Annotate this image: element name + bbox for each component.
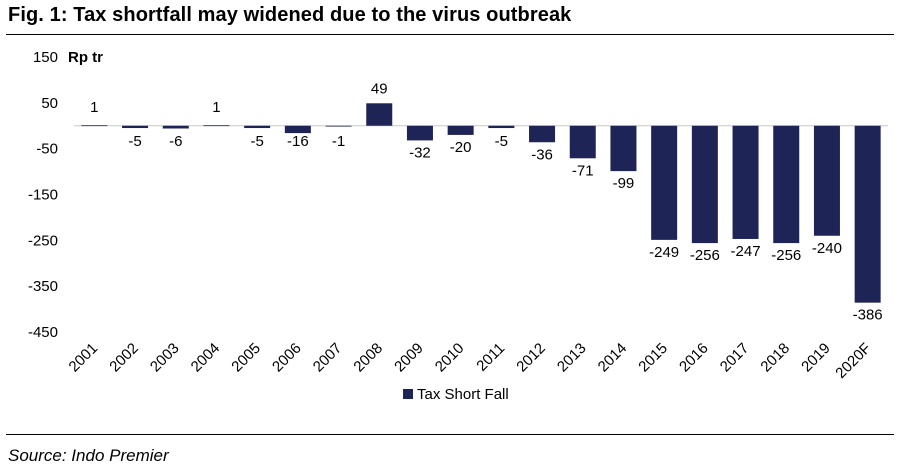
y-tick-label: -450 bbox=[28, 324, 58, 341]
data-label: -5 bbox=[128, 133, 141, 150]
bar bbox=[854, 125, 881, 303]
x-tick-label: 2019 bbox=[798, 340, 834, 376]
x-tick-label: 2014 bbox=[595, 340, 631, 376]
data-label: -71 bbox=[572, 162, 594, 179]
data-label: -5 bbox=[495, 133, 508, 150]
source-rule bbox=[6, 434, 894, 435]
bar bbox=[732, 125, 759, 239]
x-tick-label: 2006 bbox=[269, 340, 305, 376]
x-tick-label: 2017 bbox=[717, 340, 753, 376]
x-tick-label: 2013 bbox=[554, 340, 590, 376]
data-label: -240 bbox=[812, 240, 842, 257]
x-tick-label: 2015 bbox=[635, 340, 671, 376]
x-tick-label: 2020F bbox=[832, 340, 874, 382]
bar bbox=[773, 125, 800, 244]
data-label: -32 bbox=[409, 144, 431, 161]
x-tick-label: 2004 bbox=[188, 340, 224, 376]
x-tick-label: 2002 bbox=[106, 340, 142, 376]
bar bbox=[813, 125, 840, 236]
x-tick-label: 2007 bbox=[310, 340, 346, 376]
bar bbox=[651, 125, 678, 240]
bar bbox=[406, 125, 433, 141]
data-label: -256 bbox=[771, 247, 801, 264]
x-tick-label: 2010 bbox=[432, 340, 468, 376]
legend-label: Tax Short Fall bbox=[417, 386, 509, 403]
data-label: -6 bbox=[169, 133, 182, 150]
data-labels: 1 -5 -6 1 -5 -16 -1 49 -32 -20 -5 -36 -71 -99 -249 -256… bbox=[90, 80, 882, 323]
bar bbox=[162, 125, 189, 129]
bar bbox=[691, 125, 718, 244]
x-tick-label: 2005 bbox=[228, 340, 264, 376]
bar bbox=[203, 125, 230, 127]
unit-label: Rp tr bbox=[68, 49, 103, 66]
data-label: 49 bbox=[371, 80, 388, 97]
bar bbox=[244, 125, 271, 129]
x-tick-label: 2012 bbox=[513, 340, 549, 376]
bar bbox=[569, 125, 596, 159]
title-rule bbox=[6, 34, 894, 35]
legend-swatch bbox=[403, 389, 413, 399]
data-label: -1 bbox=[332, 133, 345, 150]
data-label: -5 bbox=[250, 133, 263, 150]
data-label: -256 bbox=[690, 247, 720, 264]
data-label: -16 bbox=[287, 133, 309, 150]
y-tick-label: -50 bbox=[36, 141, 58, 158]
x-tick-label: 2011 bbox=[473, 340, 508, 375]
y-tick-label: -250 bbox=[28, 232, 58, 249]
x-axis: 2001 2002 2003 2004 2005 2006 2007 2008 2009 2010… bbox=[66, 340, 875, 382]
x-tick-label: 2018 bbox=[757, 340, 793, 376]
data-label: -249 bbox=[649, 244, 679, 261]
source-note: Source: Indo Premier bbox=[8, 446, 169, 465]
bar bbox=[366, 103, 393, 126]
data-label: -20 bbox=[450, 139, 472, 156]
tax-shortfall-chart: Rp tr 150 50 -50 -150 -250 -350 -450 1 -5 -6 1 -5 -… bbox=[28, 49, 888, 403]
x-tick-label: 2009 bbox=[391, 340, 427, 376]
data-label: -247 bbox=[731, 243, 761, 260]
data-label: -99 bbox=[613, 175, 635, 192]
bar bbox=[122, 125, 149, 129]
bar bbox=[488, 125, 515, 129]
data-label: -36 bbox=[531, 146, 553, 163]
y-axis: 150 50 -50 -150 -250 -350 -450 bbox=[28, 49, 888, 341]
data-label: -386 bbox=[853, 307, 883, 324]
y-tick-label: 50 bbox=[41, 95, 58, 112]
legend: Tax Short Fall bbox=[403, 386, 509, 403]
data-label: 1 bbox=[212, 99, 220, 116]
data-label: 1 bbox=[90, 99, 98, 116]
figure-title: Fig. 1: Tax shortfall may widened due to… bbox=[8, 4, 572, 26]
bar bbox=[81, 125, 108, 127]
bar bbox=[447, 125, 474, 135]
y-tick-label: -350 bbox=[28, 278, 58, 295]
bar bbox=[325, 125, 352, 127]
x-tick-label: 2016 bbox=[676, 340, 712, 376]
x-tick-label: 2008 bbox=[350, 340, 386, 376]
x-tick-label: 2001 bbox=[66, 340, 102, 376]
bar-series bbox=[81, 103, 881, 303]
y-tick-label: -150 bbox=[28, 187, 58, 204]
bar bbox=[529, 125, 556, 143]
x-tick-label: 2003 bbox=[147, 340, 183, 376]
bar bbox=[610, 125, 637, 172]
bar bbox=[284, 125, 311, 134]
y-tick-label: 150 bbox=[33, 49, 58, 66]
